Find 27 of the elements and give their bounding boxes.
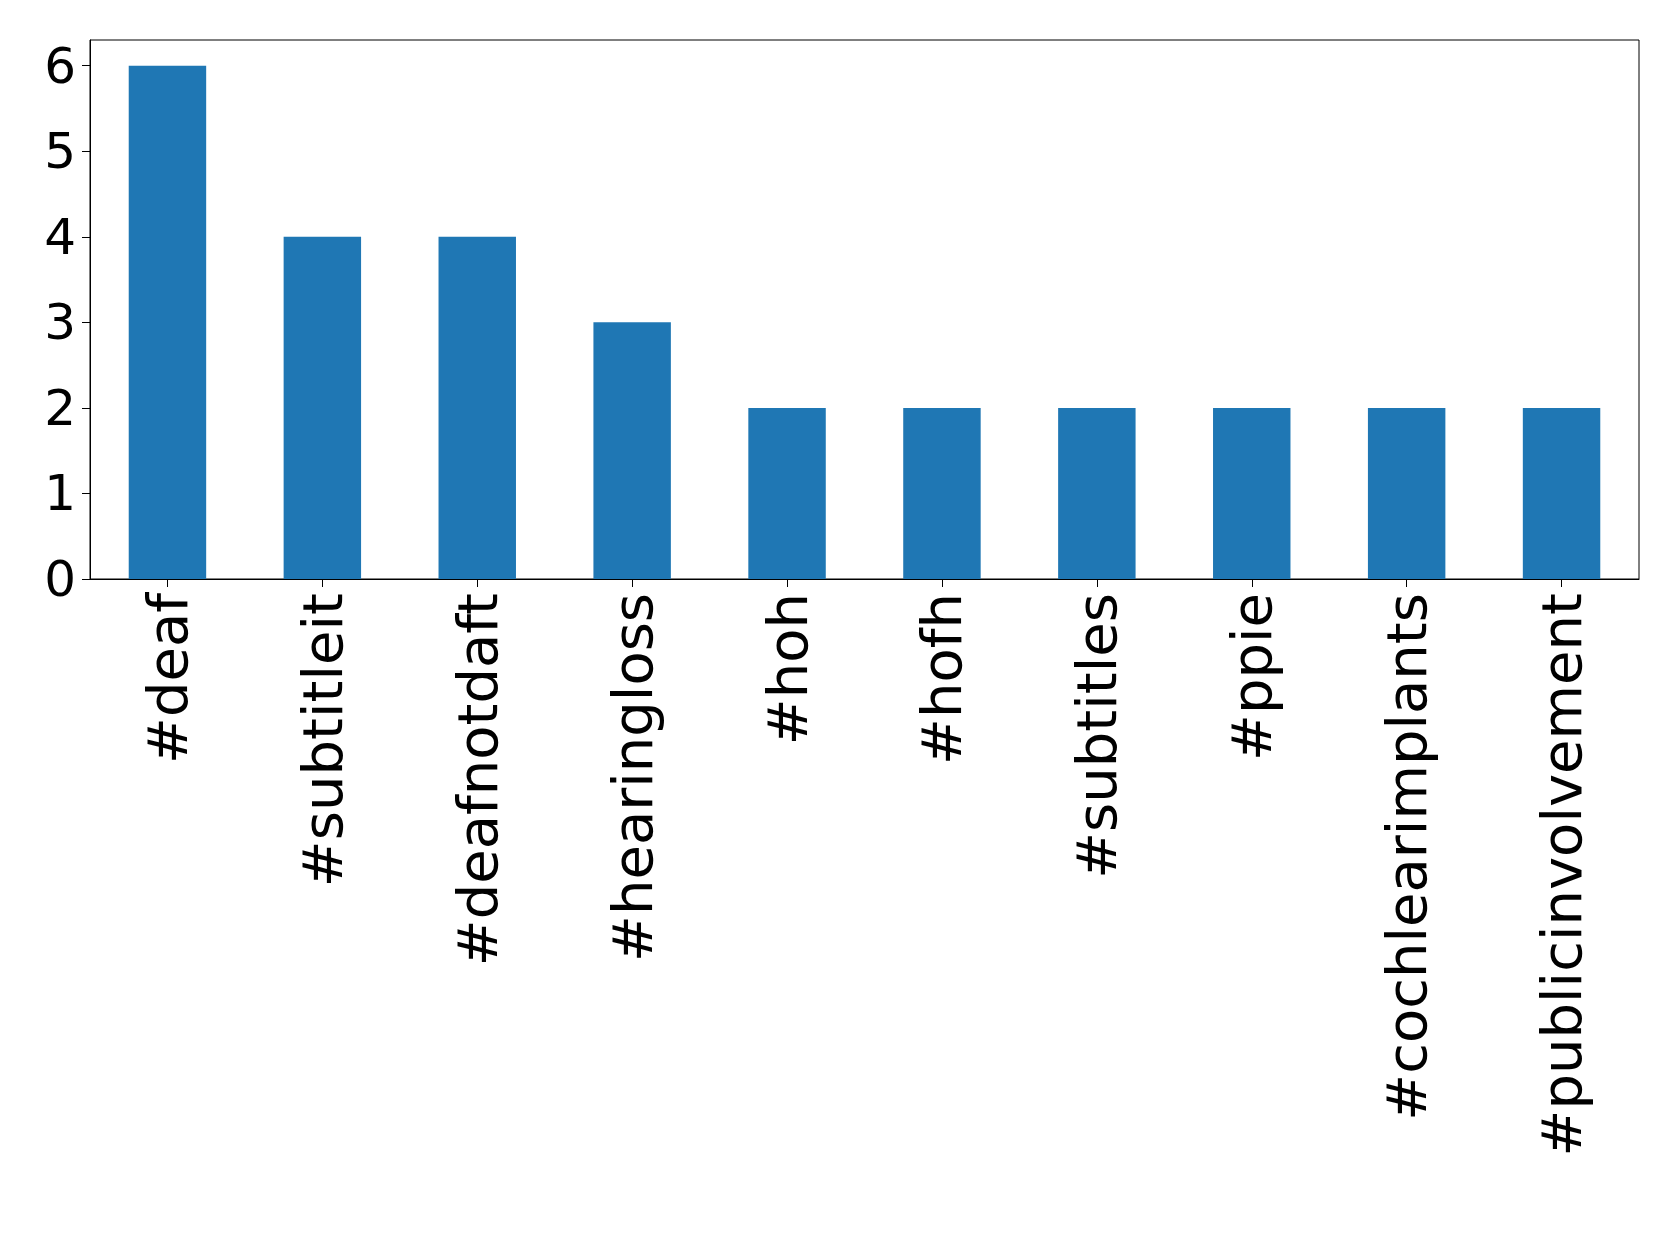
bar [1367,407,1446,579]
y-tick-label: 0 [44,550,76,608]
bar [1058,407,1136,579]
x-tick-label: #deaf [134,591,200,764]
x-tick-label: #hearingloss [599,593,665,962]
bar [748,407,826,579]
bar [903,407,981,579]
x-tick-label: #subtitles [1064,593,1130,879]
x-tick-label: #deafnotdaft [444,593,510,967]
x-tick-label: #publicinvolvement [1529,593,1595,1157]
x-tick-label: #cochlearimplants [1374,593,1440,1121]
x-tick-label: #hofh [909,593,975,765]
bar [593,322,671,579]
y-tick-label: 6 [44,36,76,95]
x-tick-label: #hoh [754,593,820,746]
y-tick-label: 2 [44,378,76,437]
y-tick-label: 3 [44,293,76,352]
bar [438,236,516,579]
bar [1522,407,1601,579]
y-tick-label: 1 [44,464,76,523]
bar [283,236,362,579]
y-tick-label: 4 [44,207,76,266]
y-tick-label: 5 [44,122,76,181]
x-tick-label: #subtitleit [289,593,355,888]
bar [128,65,207,579]
bar [1213,407,1291,579]
x-tick-label: #ppie [1219,593,1285,762]
